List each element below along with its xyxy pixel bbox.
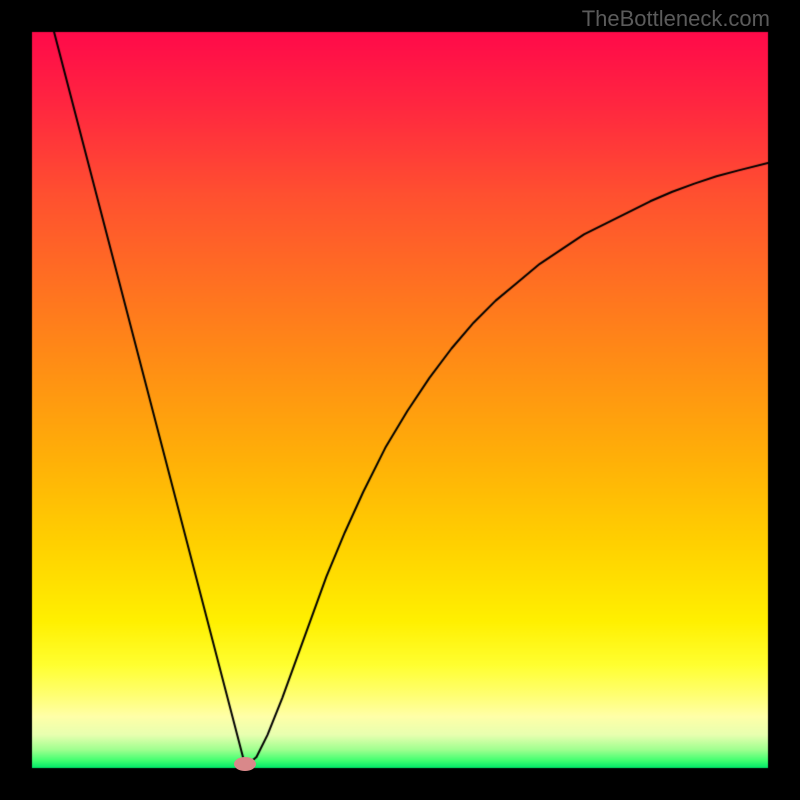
figure-root: TheBottleneck.com	[0, 0, 800, 800]
bottleneck-chart-canvas	[0, 0, 800, 800]
